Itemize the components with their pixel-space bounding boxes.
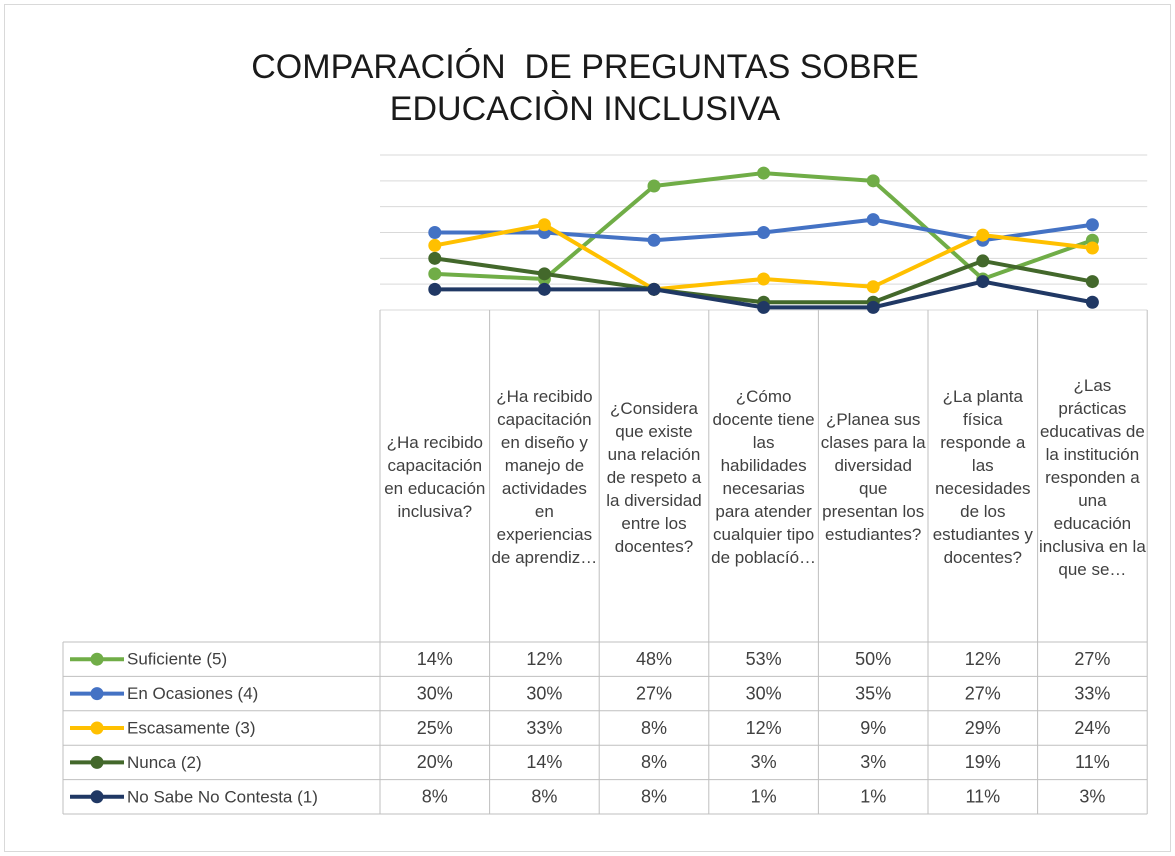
table-value: 8% bbox=[531, 787, 557, 807]
table-value: 1% bbox=[751, 787, 777, 807]
category-label: ¿Considera que existe una relación de re… bbox=[606, 398, 702, 556]
table-value: 11% bbox=[965, 787, 1000, 807]
data-point bbox=[647, 179, 661, 193]
legend-label: Escasamente (3) bbox=[127, 718, 256, 737]
legend-label: Nunca (2) bbox=[127, 753, 202, 772]
data-point bbox=[976, 275, 990, 289]
chart-title: COMPARACIÓN DE PREGUNTAS SOBRE bbox=[251, 48, 919, 86]
table-value: 33% bbox=[526, 718, 562, 738]
data-point bbox=[1085, 218, 1099, 232]
table-value: 12% bbox=[526, 649, 562, 669]
category-label: ¿Planea sus clases para la diversidad qu… bbox=[820, 410, 926, 544]
table-value: 8% bbox=[641, 718, 667, 738]
data-point bbox=[647, 282, 661, 296]
table-value: 14% bbox=[417, 649, 453, 669]
table-value: 27% bbox=[965, 683, 1001, 703]
data-point bbox=[757, 166, 771, 180]
data-point bbox=[866, 280, 880, 294]
data-point bbox=[428, 267, 442, 281]
table-value: 35% bbox=[855, 683, 891, 703]
table-value: 29% bbox=[965, 718, 1001, 738]
table-value: 24% bbox=[1074, 718, 1110, 738]
table-value: 53% bbox=[746, 649, 782, 669]
data-point bbox=[1085, 275, 1099, 289]
data-point bbox=[866, 174, 880, 188]
table-value: 14% bbox=[526, 752, 562, 772]
data-point bbox=[1085, 295, 1099, 309]
data-point bbox=[428, 226, 442, 239]
table-value: 30% bbox=[526, 683, 562, 703]
table-value: 8% bbox=[641, 787, 667, 807]
category-label: ¿Las prácticas educativas de la instituc… bbox=[1039, 375, 1146, 579]
table-value: 30% bbox=[417, 683, 453, 703]
table-value: 12% bbox=[965, 649, 1001, 669]
data-point bbox=[757, 226, 771, 239]
table-value: 33% bbox=[1074, 683, 1110, 703]
table-value: 30% bbox=[746, 683, 782, 703]
table-value: 48% bbox=[636, 649, 672, 669]
legend-label: Suficiente (5) bbox=[127, 650, 227, 669]
table-value: 3% bbox=[751, 752, 777, 772]
data-point bbox=[537, 218, 551, 232]
table-value: 20% bbox=[417, 752, 453, 772]
table-value: 8% bbox=[422, 787, 448, 807]
chart-border bbox=[4, 4, 1171, 852]
table-value: 9% bbox=[860, 718, 886, 738]
data-point bbox=[757, 300, 771, 314]
table-value: 12% bbox=[746, 718, 782, 738]
data-point bbox=[428, 238, 442, 252]
data-point bbox=[976, 228, 990, 242]
table-value: 27% bbox=[1074, 649, 1110, 669]
data-point bbox=[537, 267, 551, 281]
data-point bbox=[428, 282, 442, 296]
table-value: 27% bbox=[636, 683, 672, 703]
data-point bbox=[647, 233, 661, 247]
table-value: 8% bbox=[641, 752, 667, 772]
table-value: 3% bbox=[860, 752, 886, 772]
legend-key-marker bbox=[90, 790, 104, 804]
table-value: 19% bbox=[965, 752, 1001, 772]
legend-label: En Ocasiones (4) bbox=[127, 684, 258, 703]
data-point bbox=[866, 213, 880, 227]
data-point bbox=[1085, 241, 1099, 255]
data-point bbox=[537, 282, 551, 296]
data-point bbox=[757, 272, 771, 286]
table-value: 50% bbox=[855, 649, 891, 669]
legend-key-marker bbox=[90, 721, 104, 735]
legend-key-marker bbox=[90, 652, 104, 666]
table-value: 1% bbox=[860, 787, 886, 807]
data-point bbox=[976, 254, 990, 268]
data-point bbox=[866, 300, 880, 314]
legend-key-marker bbox=[90, 755, 104, 769]
table-value: 25% bbox=[417, 718, 453, 738]
chart-title: EDUCACIÒN INCLUSIVA bbox=[389, 90, 781, 128]
category-label: ¿Ha recibido capacitación en educación i… bbox=[384, 433, 486, 521]
category-label: ¿Cómo docente tiene las habilidades nece… bbox=[711, 387, 817, 567]
legend-key-marker bbox=[90, 687, 104, 701]
table-value: 3% bbox=[1079, 787, 1105, 807]
category-label: ¿Ha recibido capacitación en diseño y ma… bbox=[491, 387, 598, 567]
category-label: ¿La planta física responde a las necesid… bbox=[932, 387, 1033, 567]
data-point bbox=[428, 251, 442, 265]
legend-label: No Sabe No Contesta (1) bbox=[127, 787, 318, 806]
table-value: 11% bbox=[1075, 752, 1110, 772]
